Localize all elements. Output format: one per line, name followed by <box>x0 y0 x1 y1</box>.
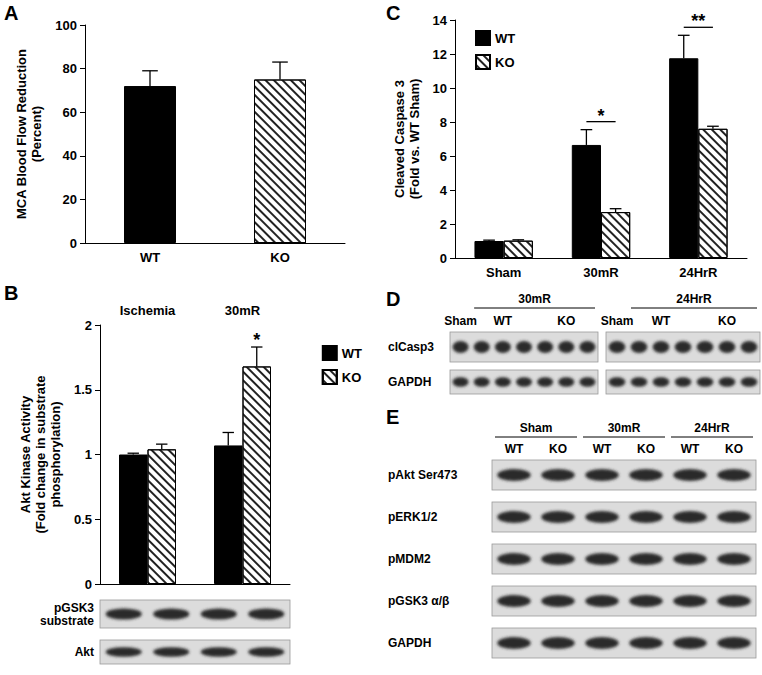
svg-text:phosphorylation): phosphorylation) <box>48 401 63 507</box>
svg-text:(Fold change in substrate: (Fold change in substrate <box>33 375 48 533</box>
svg-text:1.5: 1.5 <box>74 382 92 397</box>
svg-text:WT: WT <box>140 250 160 265</box>
svg-text:KO: KO <box>495 55 515 70</box>
svg-text:B: B <box>4 282 18 304</box>
svg-text:*: * <box>597 106 604 126</box>
svg-text:1: 1 <box>85 447 92 462</box>
svg-text:30mR: 30mR <box>608 421 641 435</box>
svg-text:GAPDH: GAPDH <box>388 375 431 389</box>
svg-text:14: 14 <box>433 13 448 28</box>
svg-text:2: 2 <box>85 318 92 333</box>
svg-text:80: 80 <box>63 61 77 76</box>
svg-text:30mR: 30mR <box>583 265 619 280</box>
svg-text:(Fold vs. WT Sham): (Fold vs. WT Sham) <box>407 79 422 200</box>
svg-text:WT: WT <box>495 31 515 46</box>
svg-text:pAkt Ser473: pAkt Ser473 <box>388 468 458 482</box>
svg-text:0: 0 <box>70 236 77 251</box>
svg-text:0: 0 <box>440 251 447 266</box>
svg-text:2: 2 <box>440 217 447 232</box>
svg-text:E: E <box>386 406 399 428</box>
svg-text:WT: WT <box>681 442 700 456</box>
svg-text:20: 20 <box>63 192 77 207</box>
svg-text:Sham: Sham <box>601 314 634 328</box>
svg-text:Sham: Sham <box>520 421 553 435</box>
svg-text:30mR: 30mR <box>518 292 551 306</box>
svg-text:Cleaved Caspase 3: Cleaved Caspase 3 <box>392 80 407 198</box>
svg-text:KO: KO <box>718 314 736 328</box>
svg-text:pMDM2: pMDM2 <box>388 552 431 566</box>
svg-text:Sham: Sham <box>486 265 521 280</box>
svg-text:24HrR: 24HrR <box>679 265 718 280</box>
svg-text:clCasp3: clCasp3 <box>388 340 434 354</box>
svg-text:WT: WT <box>342 346 362 361</box>
svg-text:WT: WT <box>652 314 671 328</box>
svg-text:pGSK3substrate: pGSK3substrate <box>40 601 94 628</box>
svg-text:WT: WT <box>494 314 513 328</box>
svg-text:KO: KO <box>270 250 290 265</box>
svg-text:40: 40 <box>63 148 77 163</box>
svg-text:KO: KO <box>637 442 655 456</box>
svg-text:10: 10 <box>433 81 447 96</box>
svg-text:4: 4 <box>440 183 448 198</box>
svg-text:WT: WT <box>593 442 612 456</box>
svg-text:GAPDH: GAPDH <box>388 636 431 650</box>
svg-text:KO: KO <box>549 442 567 456</box>
svg-text:24HrR: 24HrR <box>694 421 730 435</box>
svg-text:Sham: Sham <box>444 314 477 328</box>
svg-text:60: 60 <box>63 105 77 120</box>
svg-text:30mR: 30mR <box>225 303 261 318</box>
svg-text:6: 6 <box>440 149 447 164</box>
svg-text:WT: WT <box>505 442 524 456</box>
svg-text:KO: KO <box>342 370 362 385</box>
svg-text:A: A <box>4 2 18 24</box>
svg-text:pGSK3 α/β: pGSK3 α/β <box>388 594 449 608</box>
svg-text:D: D <box>386 288 400 310</box>
svg-text:0: 0 <box>85 577 92 592</box>
svg-text:Akt Kinase Activity: Akt Kinase Activity <box>18 395 33 513</box>
svg-text:(Percent): (Percent) <box>29 106 44 162</box>
svg-text:Ischemia: Ischemia <box>120 303 176 318</box>
svg-text:0.5: 0.5 <box>74 512 92 527</box>
svg-text:8: 8 <box>440 115 447 130</box>
svg-text:**: ** <box>691 11 705 31</box>
svg-text:12: 12 <box>433 47 447 62</box>
svg-text:MCA Blood Flow Reduction: MCA Blood Flow Reduction <box>14 49 29 219</box>
svg-text:pERK1/2: pERK1/2 <box>388 510 438 524</box>
svg-text:KO: KO <box>725 442 743 456</box>
svg-text:*: * <box>253 330 260 350</box>
svg-text:100: 100 <box>55 18 77 33</box>
svg-text:KO: KO <box>557 314 575 328</box>
svg-text:C: C <box>386 2 400 24</box>
svg-text:24HrR: 24HrR <box>676 292 712 306</box>
svg-text:Akt: Akt <box>75 645 94 659</box>
